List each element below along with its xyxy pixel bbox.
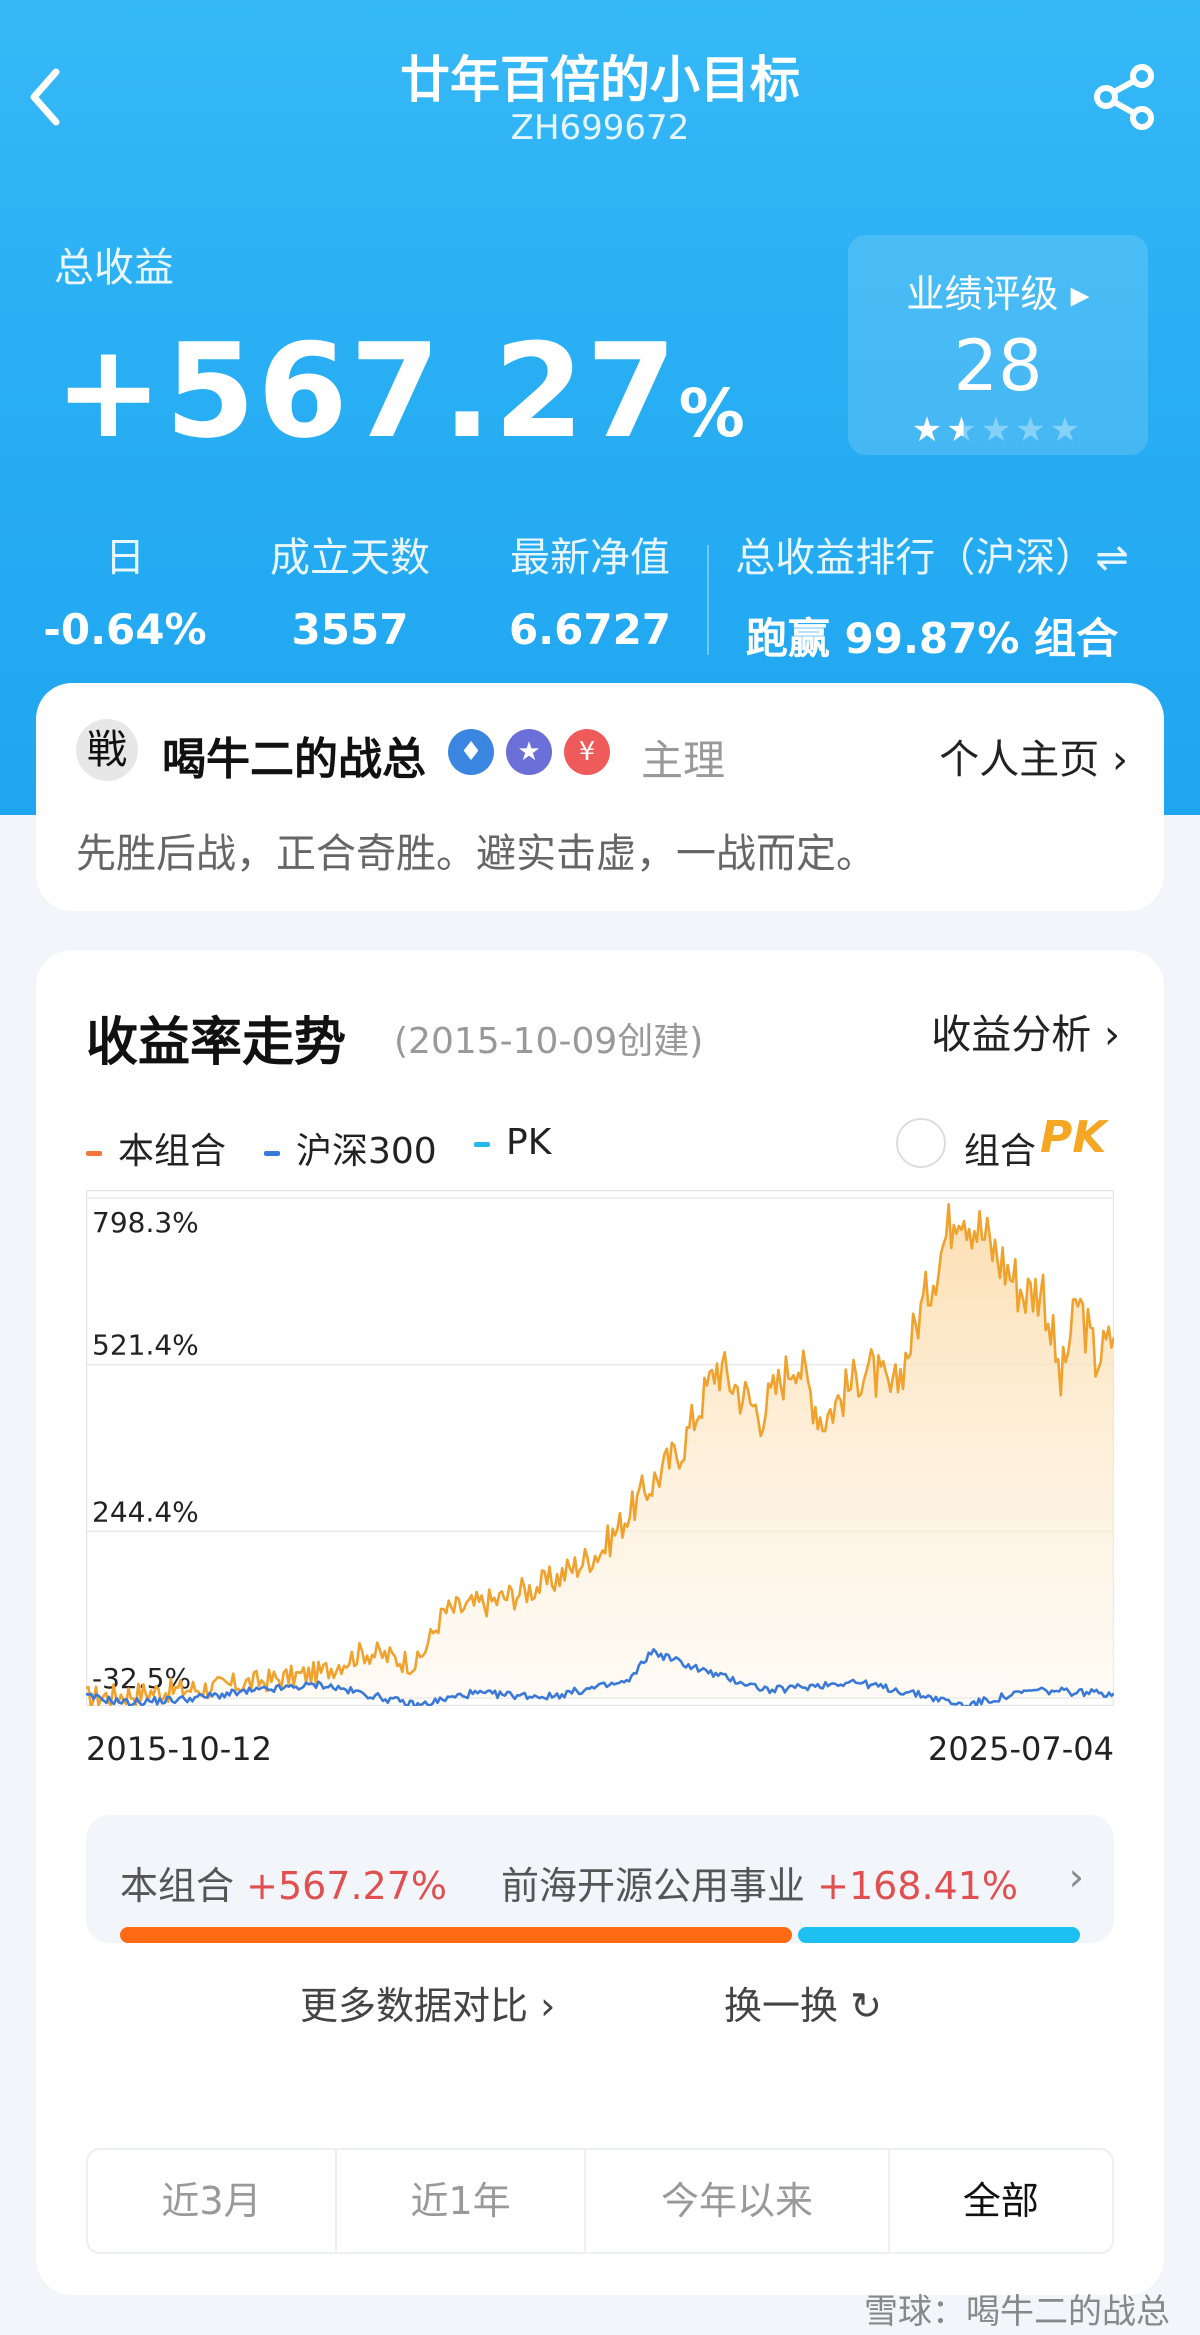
performance-rating-card[interactable]: 业绩评级 ▸ 28 ★★★★★ [848,235,1148,455]
stat-value: -0.64% [43,605,207,654]
pk-label[interactable]: 组合 [964,1131,1037,1172]
header-hero: 廿年百倍的小目标 ZH699672 总收益 +567.27% 业绩评级 ▸ 28… [0,0,1200,815]
author-motto: 先胜后战，正合奇胜。避实击虚，一战而定。 [76,831,876,877]
stat-ranking[interactable]: 总收益排行（沪深）⇌ 跑赢 99.87% 组合 [712,525,1152,666]
legend-swatch [264,1150,280,1156]
compare-bar-pk [798,1927,1080,1943]
yen-badge-icon: ¥ [564,729,610,775]
stat-nav: 最新净值 6.6727 [480,525,700,654]
pk-radio[interactable] [896,1118,946,1168]
compare-bar-portfolio [120,1927,792,1943]
rating-value: 28 [953,325,1043,407]
rating-stars: ★★★★★ [848,410,1148,450]
pk-logo[interactable]: PK [1040,1112,1107,1163]
tab-ytd[interactable]: 今年以来 [586,2150,890,2252]
portfolio-code: ZH699672 [510,108,690,148]
y-tick-label: 798.3% [92,1206,199,1239]
star-icon: ★ [1049,410,1085,450]
author-name[interactable]: 喝牛二的战总 [162,734,426,785]
half-star-icon: ★ [946,410,981,450]
x-axis-start-label: 2015-10-12 [86,1730,272,1768]
tab-all[interactable]: 全部 [889,2150,1112,2252]
period-tabs: 近3月 近1年 今年以来 全部 [86,2148,1114,2254]
verified-badge-icon: ♦ [448,729,494,775]
legend-item-csi300: 沪深300 [264,1122,437,1174]
homepage-link[interactable]: 个人主页 › [939,737,1128,783]
divider [707,545,709,655]
chart-created-date: (2015-10-09创建) [394,1021,704,1062]
watermark: 雪球：喝牛二的战总 [864,2292,1170,2332]
stat-value: 跑赢 99.87% 组合 [745,614,1119,663]
series-line-csi300 [86,1648,1114,1706]
tab-3m[interactable]: 近3月 [88,2150,338,2252]
chevron-right-icon[interactable]: › [1068,1855,1084,1899]
back-icon[interactable] [22,62,66,132]
star-icon: ★ [911,410,947,450]
compare-a: 本组合 +567.27% [120,1855,447,1910]
legend-item-pk: PK [474,1122,551,1163]
compare-b: 前海开源公用事业 +168.41% [501,1855,1018,1910]
page-title: 廿年百倍的小目标 [400,51,800,109]
star-badge-icon: ★ [506,729,552,775]
compare-b-name: 前海开源公用事业 [501,1864,806,1908]
tab-1y[interactable]: 近1年 [337,2150,587,2252]
stat-label: 日 [105,535,145,581]
more-comparison-link[interactable]: 更多数据对比 › [300,1984,556,2028]
total-return-label: 总收益 [54,245,174,291]
series-line-portfolio [86,1203,1114,1706]
legend-swatch [474,1141,490,1147]
compare-b-value: +168.41% [817,1864,1019,1908]
chart-title: 收益率走势 [86,1013,347,1073]
x-axis-end-label: 2025-07-04 [928,1730,1114,1768]
author-card: 戦 喝牛二的战总 ♦ ★ ¥ 主理 个人主页 › 先胜后战，正合奇胜。避实击虚，… [36,683,1164,911]
rating-label: 业绩评级 ▸ [906,272,1090,316]
total-return-value: +567.27% [54,315,747,467]
share-icon[interactable] [1090,62,1160,132]
avatar[interactable]: 戦 [76,719,138,781]
star-icon: ★ [980,410,1016,450]
y-tick-label: 244.4% [92,1495,199,1528]
legend-swatch [86,1150,102,1156]
area-fill-portfolio [86,1204,1114,1706]
role-label: 主理 [641,736,726,785]
legend-item-portfolio: 本组合 [86,1122,226,1174]
stat-daily: 日 -0.64% [40,525,210,654]
star-icon: ★ [1015,410,1050,450]
swap-button[interactable]: 换一换 ↻ [724,1984,882,2028]
stat-value: 6.6727 [508,605,672,654]
pk-compare-box[interactable]: 本组合 +567.27% 前海开源公用事业 +168.41% › [86,1815,1114,1943]
return-chart-card: 收益率走势 (2015-10-09创建) 收益分析 › 本组合 沪深300 PK… [36,950,1164,2295]
compare-a-name: 本组合 [120,1864,235,1908]
total-return-unit: % [678,375,747,452]
stat-label: 总收益排行（沪深）⇌ [735,535,1129,581]
compare-a-value: +567.27% [246,1864,448,1908]
return-analysis-link[interactable]: 收益分析 › [931,1012,1120,1058]
return-line-chart[interactable]: 798.3%521.4%244.4%-32.5% [86,1190,1114,1706]
stat-days: 成立天数 3557 [250,525,450,654]
stat-value: 3557 [291,605,409,654]
stat-label: 成立天数 [270,535,430,581]
stat-label: 最新净值 [510,535,670,581]
y-tick-label: 521.4% [92,1329,199,1362]
